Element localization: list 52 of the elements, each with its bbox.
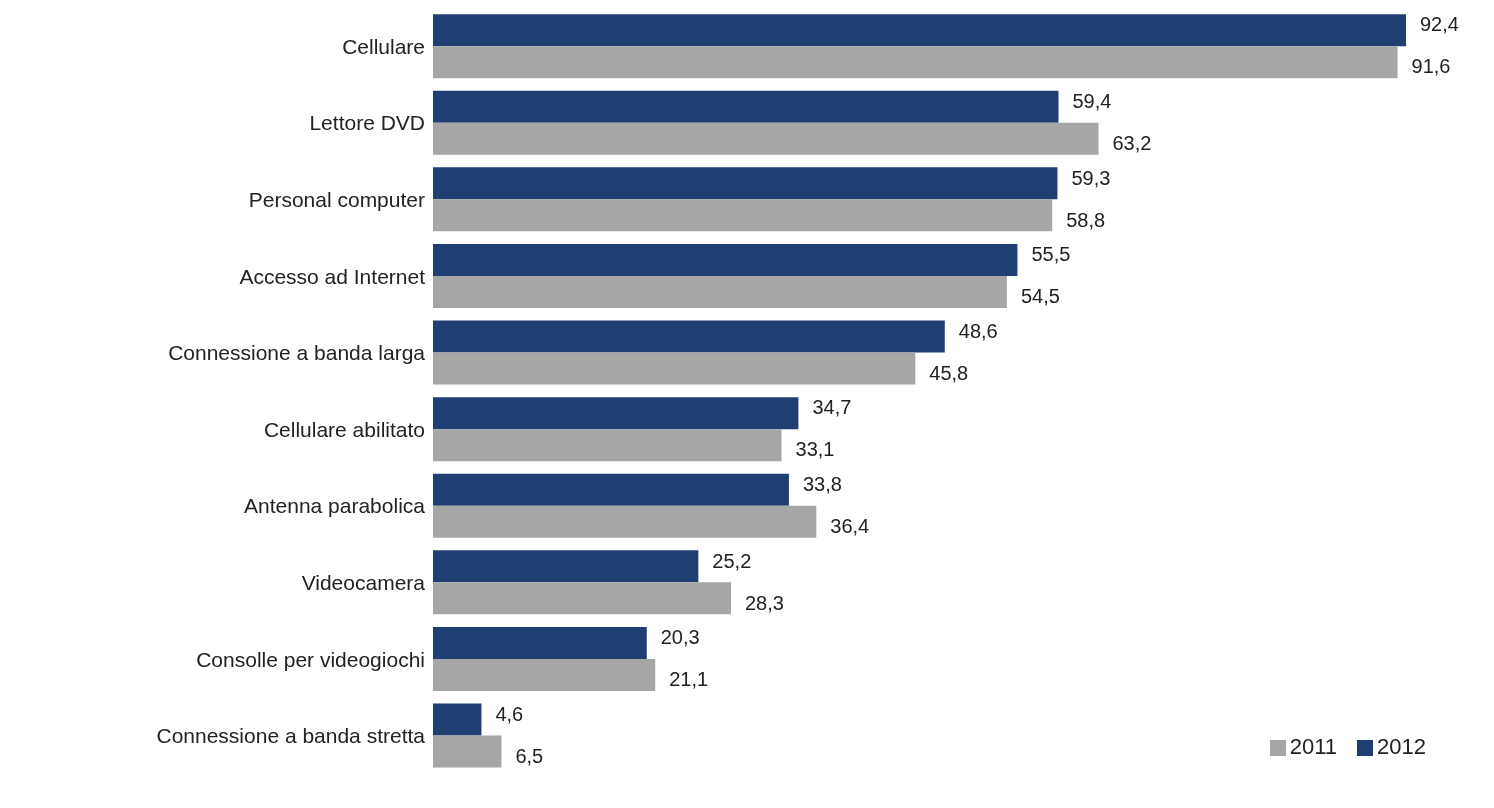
- bar: [433, 550, 699, 583]
- legend-label: 2012: [1377, 734, 1426, 759]
- data-label: 34,7: [812, 396, 852, 419]
- bar: [433, 473, 789, 506]
- data-label: 4,6: [495, 702, 524, 725]
- bar: [433, 658, 656, 691]
- data-label: 6,5: [515, 744, 544, 767]
- bar: [433, 14, 1406, 47]
- bar: [433, 46, 1398, 79]
- y-tick-label: Accesso ad Internet: [239, 264, 426, 288]
- bar: [433, 703, 482, 736]
- bar: [433, 243, 1018, 276]
- data-label: 33,1: [795, 438, 835, 461]
- bar: [433, 735, 502, 768]
- bar: [433, 275, 1007, 308]
- data-label: 25,2: [712, 549, 752, 572]
- y-tick-label: Consolle per videogiochi: [196, 647, 425, 671]
- data-label: 45,8: [929, 361, 969, 384]
- y-tick-label: Connessione a banda stretta: [156, 724, 426, 748]
- data-label: 59,4: [1072, 90, 1112, 113]
- y-tick-label: Antenna parabolica: [244, 494, 426, 518]
- y-tick-label: Cellulare abilitato: [263, 417, 425, 441]
- bar: [433, 352, 916, 385]
- bar: [433, 429, 782, 462]
- data-label: 21,1: [669, 668, 709, 691]
- data-label: 48,6: [958, 319, 998, 342]
- y-tick-label: Connessione a banda larga: [168, 341, 426, 365]
- bar: [433, 167, 1058, 200]
- bar: [433, 582, 732, 615]
- bar: [433, 626, 647, 659]
- bar: [433, 320, 945, 353]
- data-label: 36,4: [830, 515, 870, 538]
- bar: [433, 199, 1053, 232]
- y-tick-label: Personal computer: [248, 187, 425, 211]
- y-tick-label: Videocamera: [301, 570, 426, 594]
- data-label: 91,6: [1411, 55, 1451, 78]
- y-tick-label: Cellulare: [342, 34, 425, 58]
- bar: [433, 90, 1059, 123]
- bar: [433, 505, 817, 538]
- data-label: 20,3: [660, 626, 700, 649]
- data-label: 59,3: [1071, 166, 1111, 189]
- data-label: 92,4: [1420, 13, 1459, 36]
- data-label: 33,8: [802, 473, 842, 496]
- legend-label: 2011: [1289, 734, 1338, 759]
- bar: [433, 122, 1099, 155]
- data-label: 58,8: [1066, 208, 1106, 231]
- y-tick-label: Lettore DVD: [309, 111, 425, 135]
- data-label: 55,5: [1031, 243, 1071, 266]
- data-label: 63,2: [1112, 132, 1152, 155]
- data-label: 54,5: [1020, 285, 1060, 308]
- bar: [433, 397, 799, 430]
- data-label: 28,3: [745, 591, 784, 614]
